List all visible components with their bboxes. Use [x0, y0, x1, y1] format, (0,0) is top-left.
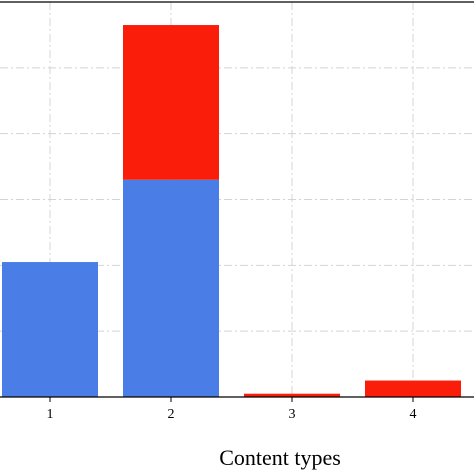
bar-segment-2-cat-3: [244, 393, 340, 397]
bar-segment-1-cat-2: [123, 179, 219, 397]
x-tick-label: 1: [47, 407, 54, 422]
axes: [0, 1, 474, 398]
x-ticks: 1 2 3 4: [47, 397, 417, 422]
x-axis-title: Content types: [219, 445, 341, 470]
x-tick-label: 2: [168, 407, 175, 422]
bar-segment-2-cat-4: [365, 380, 461, 397]
bar-segment-1-cat-1: [2, 262, 98, 397]
bar-segment-2-cat-2: [123, 25, 219, 180]
x-tick-label: 3: [289, 407, 296, 422]
x-tick-label: 4: [410, 407, 417, 422]
bars: [2, 25, 461, 397]
